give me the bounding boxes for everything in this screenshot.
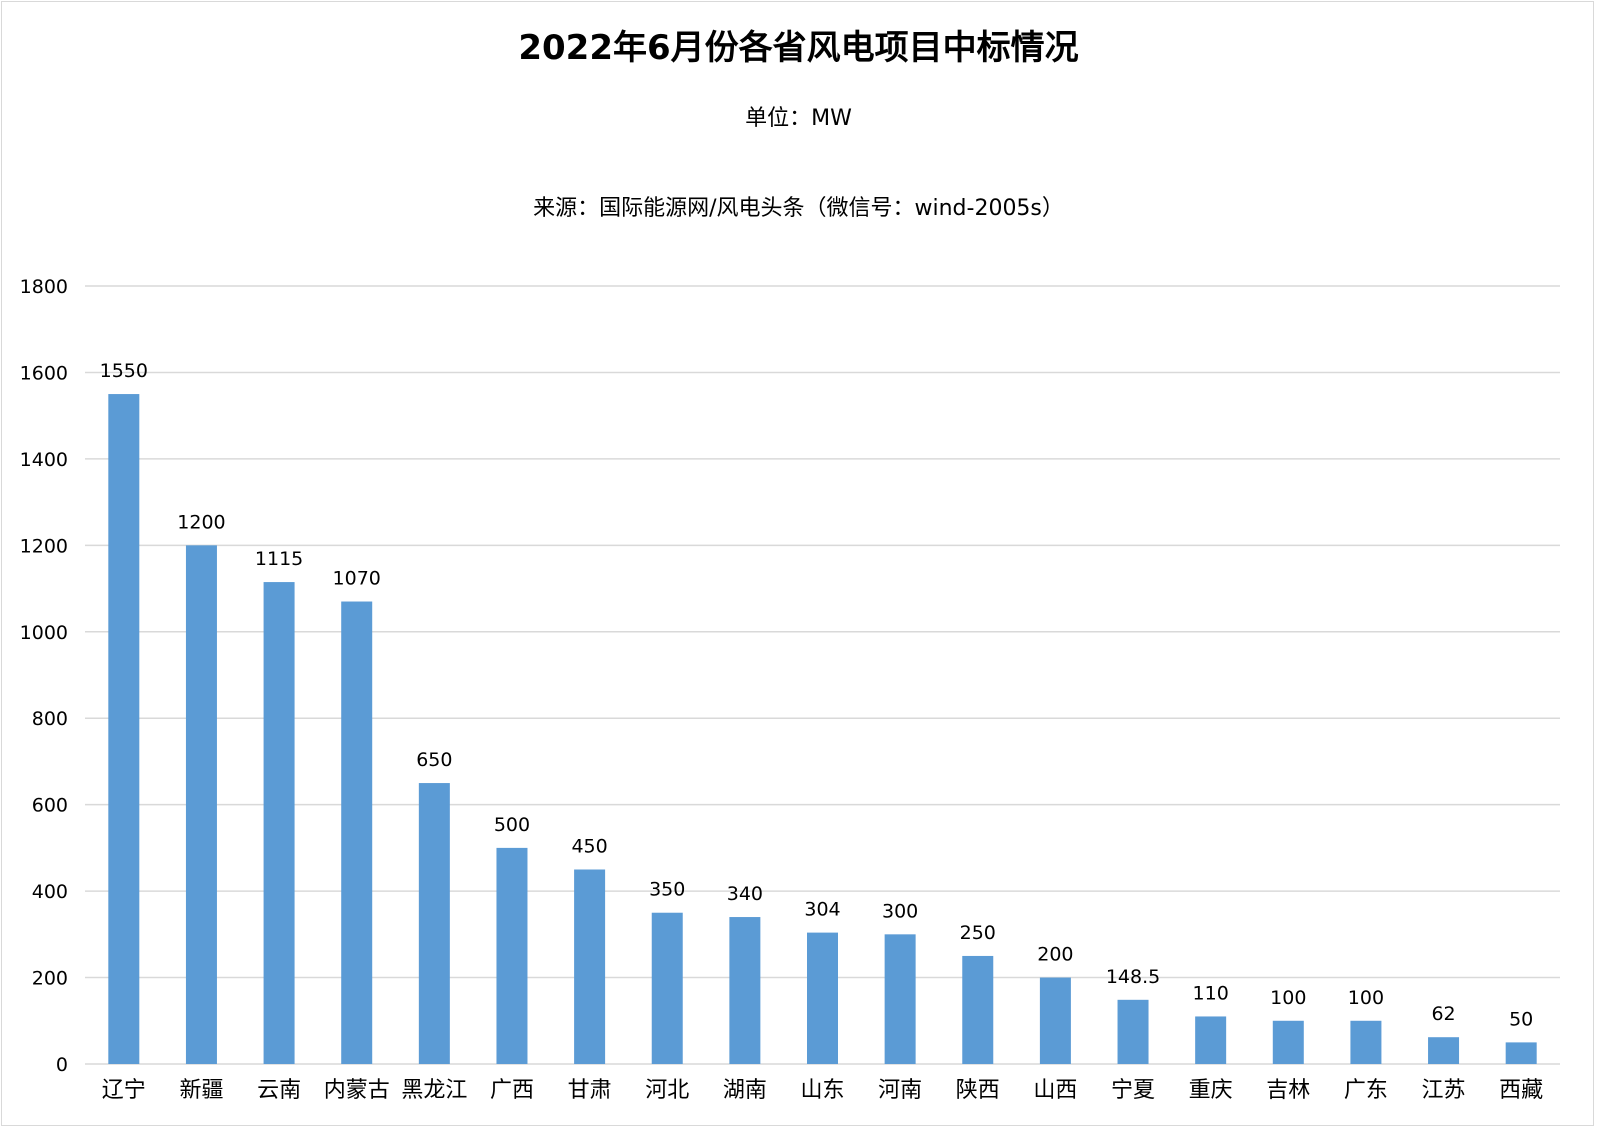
y-tick-label: 1800: [20, 276, 68, 298]
data-label: 300: [882, 900, 918, 922]
y-tick-label: 1200: [20, 535, 68, 557]
x-tick-label: 云南: [257, 1078, 301, 1103]
y-tick-label: 800: [32, 708, 68, 730]
x-tick-label: 河北: [645, 1078, 689, 1103]
data-label: 450: [571, 836, 607, 858]
x-tick-label: 河南: [878, 1078, 922, 1103]
bar: [496, 847, 528, 1064]
bar: [185, 545, 217, 1064]
bar: [418, 783, 450, 1064]
x-tick-label: 宁夏: [1111, 1078, 1155, 1103]
x-tick-label: 内蒙古: [324, 1078, 390, 1103]
data-label: 1070: [333, 568, 381, 590]
bar: [884, 934, 916, 1064]
bar: [1428, 1037, 1460, 1064]
x-tick-label: 新疆: [179, 1078, 223, 1103]
y-tick-label: 200: [32, 968, 68, 990]
x-tick-label: 吉林: [1266, 1078, 1310, 1103]
bar: [1272, 1020, 1304, 1064]
bar: [962, 955, 994, 1064]
chart-unit: 单位：MW: [745, 106, 852, 131]
data-label: 340: [727, 883, 763, 905]
bar: [1195, 1016, 1227, 1064]
data-label: 148.5: [1106, 966, 1160, 988]
bar: [807, 932, 838, 1064]
data-label: 100: [1270, 987, 1306, 1009]
data-label: 110: [1193, 982, 1229, 1004]
data-label: 1115: [255, 548, 303, 570]
y-tick-label: 400: [32, 881, 68, 903]
bar: [263, 582, 295, 1064]
chart-source: 来源：国际能源网/风电头条（微信号：wind-2005s）: [533, 196, 1064, 221]
x-tick-label: 湖南: [723, 1078, 767, 1103]
bar: [574, 869, 606, 1064]
data-label: 50: [1509, 1008, 1533, 1030]
x-tick-label: 西藏: [1499, 1078, 1543, 1103]
bar: [1039, 977, 1071, 1064]
data-label: 100: [1348, 987, 1384, 1009]
y-tick-label: 1400: [20, 449, 68, 471]
bar: [1117, 999, 1149, 1064]
data-label: 250: [960, 922, 996, 944]
x-tick-label: 江苏: [1422, 1078, 1466, 1103]
bar: [1505, 1042, 1537, 1064]
y-tick-label: 1600: [20, 362, 68, 384]
x-tick-label: 广西: [490, 1078, 534, 1103]
data-label: 500: [494, 814, 530, 836]
data-label: 200: [1037, 944, 1073, 966]
bar: [341, 601, 373, 1064]
data-label: 1200: [177, 511, 225, 533]
bar: [1350, 1020, 1382, 1064]
y-tick-label: 600: [32, 795, 68, 817]
chart-title: 2022年6月份各省风电项目中标情况: [518, 28, 1079, 68]
bar: [108, 394, 140, 1064]
x-tick-label: 山西: [1033, 1078, 1077, 1103]
bar: [729, 917, 761, 1064]
x-tick-label: 辽宁: [102, 1078, 146, 1103]
y-tick-label: 1000: [20, 622, 68, 644]
x-tick-label: 广东: [1344, 1078, 1388, 1103]
x-tick-label: 陕西: [956, 1078, 1000, 1103]
data-label: 304: [804, 899, 840, 921]
x-tick-label: 重庆: [1189, 1078, 1233, 1103]
y-tick-label: 0: [56, 1054, 68, 1076]
bar: [651, 912, 683, 1064]
data-label: 350: [649, 879, 685, 901]
x-tick-label: 山东: [800, 1078, 844, 1103]
x-tick-label: 甘肃: [568, 1078, 612, 1103]
data-label: 650: [416, 749, 452, 771]
x-tick-label: 黑龙江: [401, 1078, 467, 1103]
data-label: 62: [1431, 1003, 1455, 1025]
data-label: 1550: [100, 360, 148, 382]
